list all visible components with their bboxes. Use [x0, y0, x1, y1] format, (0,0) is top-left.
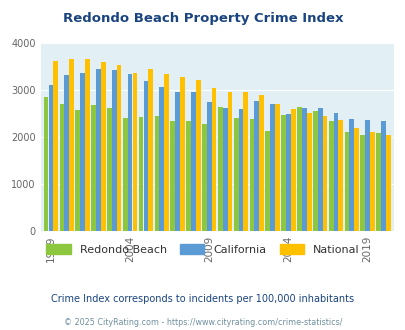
Bar	[233, 118, 238, 231]
Bar	[191, 92, 195, 231]
Bar	[217, 107, 222, 231]
Bar	[186, 121, 190, 231]
Bar	[270, 104, 274, 231]
Bar	[286, 115, 290, 231]
Bar	[112, 70, 116, 231]
Bar	[75, 110, 80, 231]
Bar	[49, 85, 53, 231]
Bar	[338, 120, 342, 231]
Bar	[312, 111, 317, 231]
Bar	[211, 88, 216, 231]
Bar	[281, 115, 286, 231]
Text: © 2025 CityRating.com - https://www.cityrating.com/crime-statistics/: © 2025 CityRating.com - https://www.city…	[64, 318, 341, 327]
Bar	[349, 118, 353, 231]
Bar	[249, 119, 254, 231]
Bar	[85, 59, 90, 231]
Bar	[344, 132, 349, 231]
Bar	[306, 113, 311, 231]
Bar	[328, 121, 333, 231]
Bar	[380, 121, 385, 231]
Text: Redondo Beach Property Crime Index: Redondo Beach Property Crime Index	[63, 12, 342, 24]
Bar	[170, 121, 175, 231]
Bar	[296, 107, 301, 231]
Bar	[132, 74, 137, 231]
Bar	[128, 74, 132, 231]
Bar	[91, 105, 96, 231]
Bar	[254, 101, 258, 231]
Bar	[259, 95, 263, 231]
Bar	[222, 108, 227, 231]
Bar	[322, 116, 326, 231]
Bar	[180, 77, 184, 231]
Bar	[354, 128, 358, 231]
Bar	[265, 131, 270, 231]
Bar	[64, 75, 69, 231]
Bar	[317, 108, 322, 231]
Bar	[275, 104, 279, 231]
Bar	[80, 74, 85, 231]
Bar	[159, 87, 164, 231]
Bar	[154, 116, 159, 231]
Bar	[290, 109, 295, 231]
Bar	[385, 135, 390, 231]
Bar	[60, 104, 64, 231]
Bar	[44, 97, 48, 231]
Bar	[139, 117, 143, 231]
Bar	[164, 74, 168, 231]
Bar	[202, 124, 206, 231]
Text: Crime Index corresponds to incidents per 100,000 inhabitants: Crime Index corresponds to incidents per…	[51, 294, 354, 304]
Bar	[243, 92, 247, 231]
Bar	[360, 135, 364, 231]
Bar	[375, 133, 380, 231]
Bar	[148, 69, 153, 231]
Bar	[301, 108, 306, 231]
Bar	[333, 114, 337, 231]
Bar	[53, 61, 58, 231]
Bar	[96, 69, 100, 231]
Bar	[123, 118, 127, 231]
Bar	[369, 132, 374, 231]
Legend: Redondo Beach, California, National: Redondo Beach, California, National	[46, 245, 359, 255]
Bar	[175, 92, 179, 231]
Bar	[116, 65, 121, 231]
Bar	[364, 119, 369, 231]
Bar	[196, 80, 200, 231]
Bar	[100, 62, 105, 231]
Bar	[143, 82, 148, 231]
Bar	[69, 59, 74, 231]
Bar	[107, 108, 111, 231]
Bar	[227, 92, 232, 231]
Bar	[207, 102, 211, 231]
Bar	[238, 109, 243, 231]
